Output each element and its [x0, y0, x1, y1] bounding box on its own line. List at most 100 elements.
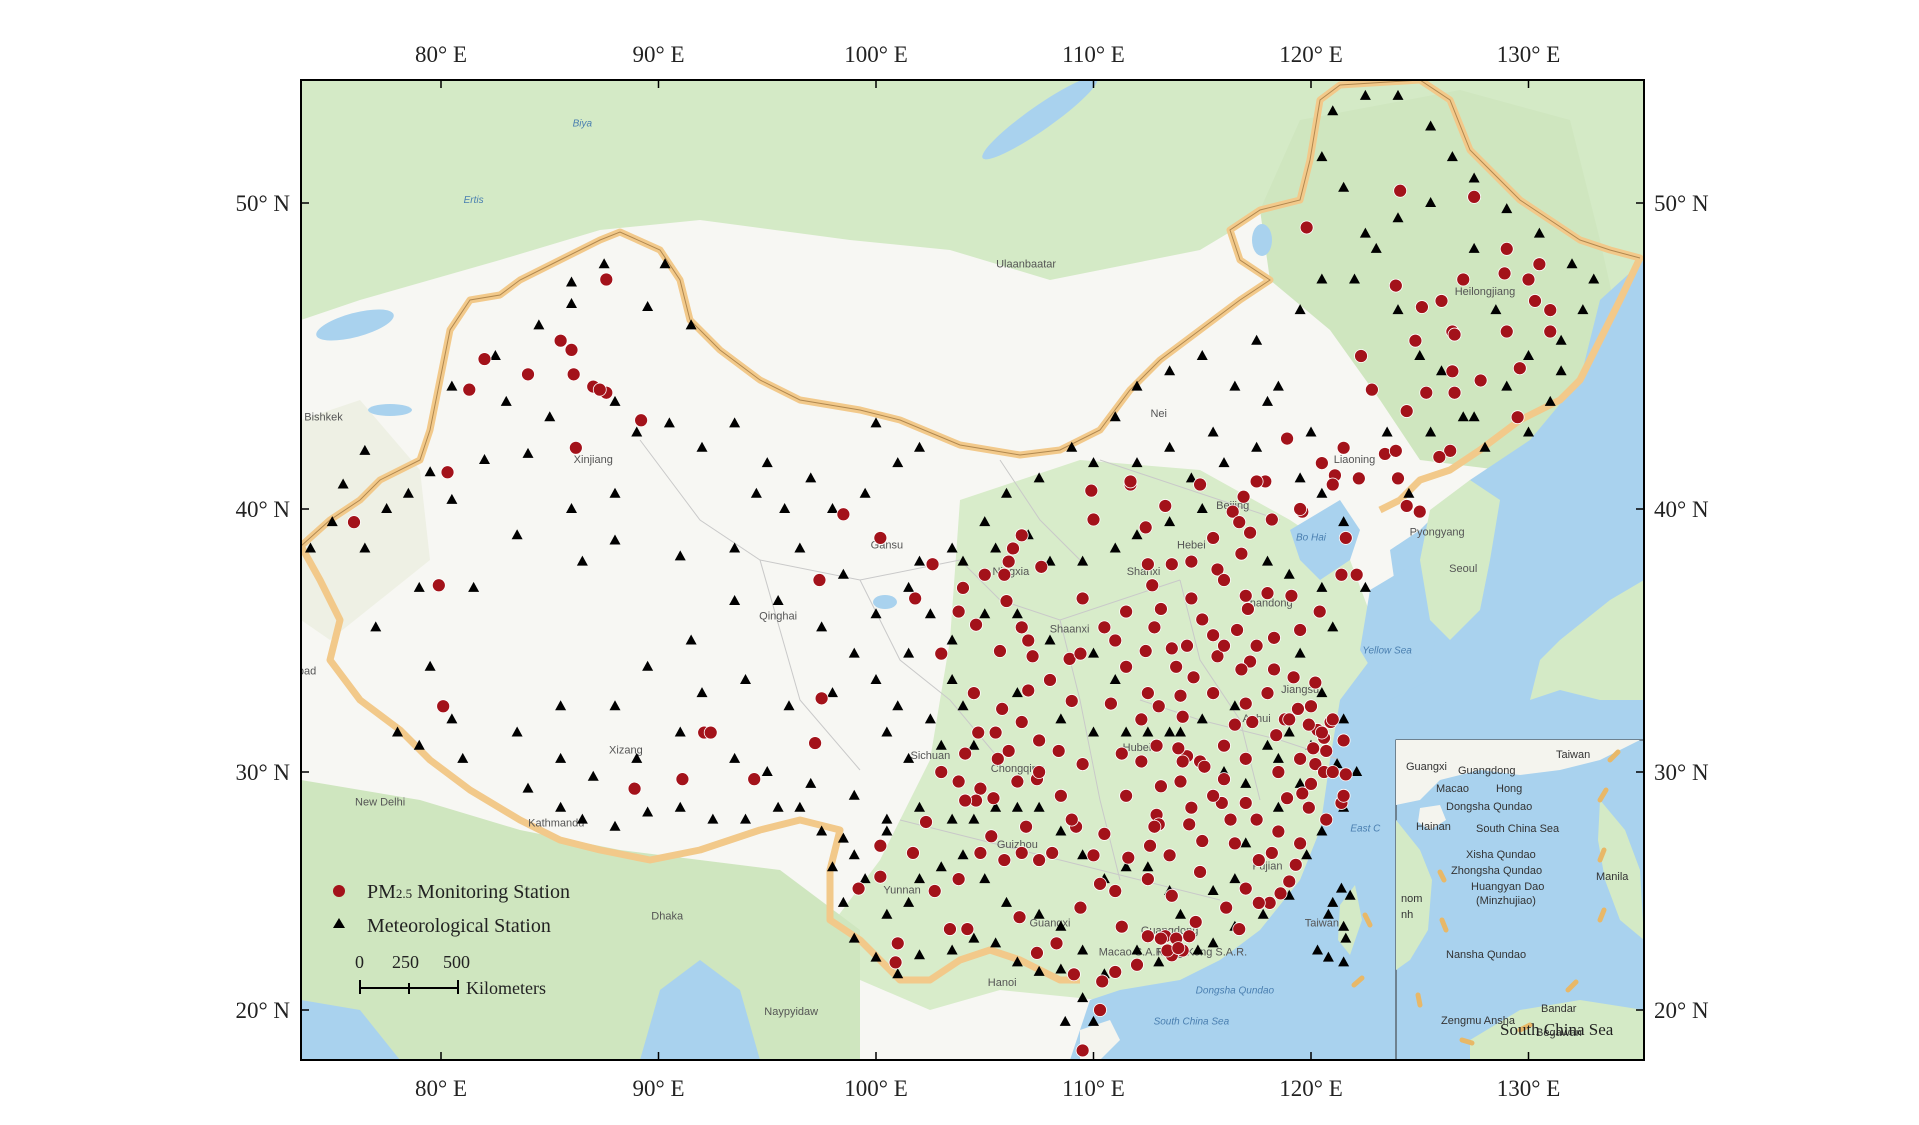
meteorological-station-marker	[761, 766, 773, 776]
meteorological-station-marker	[1011, 956, 1023, 967]
pm25-station-marker	[1267, 630, 1281, 645]
place-label: Heilongjiang	[1455, 286, 1516, 298]
pm25-station-marker	[1219, 900, 1234, 915]
meteorological-station-marker	[1403, 487, 1415, 498]
meteorological-station-marker	[1316, 581, 1328, 592]
pm25-station-marker	[995, 701, 1010, 716]
lake-baikal	[982, 80, 1098, 160]
meteorological-station-marker	[837, 896, 849, 907]
meteorological-station-marker	[685, 319, 697, 330]
inset-title: South China Sea	[1500, 1020, 1614, 1039]
pm25-station-marker	[1282, 874, 1297, 889]
meteorological-station-marker	[914, 949, 925, 960]
meteorological-stations	[305, 89, 1600, 1026]
pm25-station-marker	[1140, 686, 1155, 700]
pm25-station-marker	[934, 765, 949, 779]
pm25-station-marker	[1154, 602, 1168, 616]
meteorological-station-marker	[957, 555, 969, 566]
inset-label: Dongsha Qundao	[1446, 801, 1532, 813]
pm25-station-marker	[1269, 728, 1284, 743]
pm25-station-marker	[1093, 1003, 1107, 1017]
pm25-station-marker	[1034, 559, 1049, 574]
meteorological-station-marker	[1316, 825, 1328, 836]
meteorological-station-marker	[1207, 885, 1219, 895]
axis-labels: 80° E 80° E 90° E 90° E 100° E 100° E 110° E 11…	[235, 42, 1709, 1101]
pm25-station-marker	[703, 725, 718, 740]
meteorological-station-marker	[903, 752, 915, 763]
pm25-station-marker	[1271, 765, 1286, 779]
pm25-station-marker	[1325, 765, 1340, 779]
meteorological-station-marker	[881, 726, 893, 737]
meteorological-station-marker	[1164, 516, 1176, 527]
meteorological-station-marker	[1077, 555, 1089, 566]
meteorological-station-marker	[500, 395, 512, 406]
lake-hulun	[1252, 224, 1272, 256]
vegetation-northeast	[1260, 90, 1620, 470]
inset-label: Hong	[1496, 783, 1522, 795]
pm25-station-marker	[1119, 604, 1134, 619]
meteorological-station-marker	[1088, 647, 1099, 658]
pm25-station-marker	[1293, 751, 1308, 766]
pm25-station-marker	[1234, 546, 1249, 561]
inset-label: Bandar	[1541, 1003, 1577, 1015]
meteorological-station-marker	[1251, 334, 1263, 345]
water-label: South China Sea	[1154, 1016, 1230, 1027]
pm25-station-marker	[966, 686, 981, 700]
pm25-station-marker	[592, 382, 607, 397]
water-label: Ertis	[464, 195, 484, 206]
meteorological-station-marker	[1533, 227, 1545, 238]
land-japan	[1530, 580, 1644, 700]
meteorological-station-marker	[779, 503, 791, 513]
pm25-station-marker	[1314, 456, 1329, 471]
inset-label: nom	[1401, 893, 1422, 905]
meteorological-station-marker	[1468, 172, 1480, 183]
pm25-station-marker	[1249, 812, 1264, 827]
pm25-station-marker	[1171, 741, 1186, 756]
pm25-station-marker	[1260, 686, 1275, 700]
meteorological-station-marker	[848, 647, 860, 658]
pm25-station-marker	[1230, 623, 1244, 637]
meteorological-station-marker	[957, 849, 969, 860]
pm25-station-marker	[925, 557, 940, 572]
meteorological-station-marker	[555, 700, 567, 711]
meteorological-station-marker	[696, 441, 708, 452]
meteorological-station-marker	[740, 673, 751, 684]
meteorological-station-marker	[1316, 487, 1328, 498]
place-label: Nei	[1150, 408, 1167, 420]
pm25-station-marker	[1217, 738, 1231, 753]
meteorological-station-marker	[924, 713, 936, 724]
sea-arabian	[301, 1000, 400, 1060]
place-label: Chongqing	[991, 763, 1044, 775]
meteorological-station-marker	[1192, 944, 1204, 955]
pm25-station-marker	[1293, 623, 1308, 637]
pm25-station-marker	[873, 869, 888, 884]
pm25-station-marker	[1195, 834, 1210, 848]
meteorological-station-marker	[1185, 472, 1197, 483]
place-label: Shaanxi	[1050, 624, 1090, 636]
meteorological-station-marker	[1359, 227, 1371, 238]
pm25-station-marker	[1108, 965, 1123, 979]
china-border-line	[301, 80, 1641, 547]
meteorological-station-marker	[576, 813, 588, 824]
meteorological-station-marker	[413, 581, 425, 592]
pm25-station-marker	[1543, 303, 1558, 318]
place-label: Taiwan	[1305, 918, 1339, 930]
pm25-station-marker	[986, 791, 1001, 806]
pm25-station-marker	[973, 846, 988, 860]
meteorological-station-marker	[1207, 426, 1219, 437]
pm25-station-marker	[1238, 751, 1253, 766]
meteorological-station-marker	[1351, 766, 1363, 776]
pm25-station-marker	[1319, 812, 1334, 827]
meteorological-station-marker	[1055, 963, 1067, 974]
pm25-station-marker	[1182, 929, 1197, 944]
legend-meteo-label: Meteorological Station	[367, 915, 551, 937]
pm25-station-marker	[988, 725, 1003, 740]
pm25-station-marker	[1134, 754, 1149, 769]
pm25-station-marker	[1119, 659, 1134, 674]
pm25-station-marker	[1273, 886, 1288, 901]
pm25-station-marker	[1236, 489, 1251, 504]
pm25-station-marker	[958, 793, 973, 808]
bottom-lon-label: 130° E	[1497, 1076, 1561, 1101]
meteorological-station-marker	[359, 444, 371, 455]
